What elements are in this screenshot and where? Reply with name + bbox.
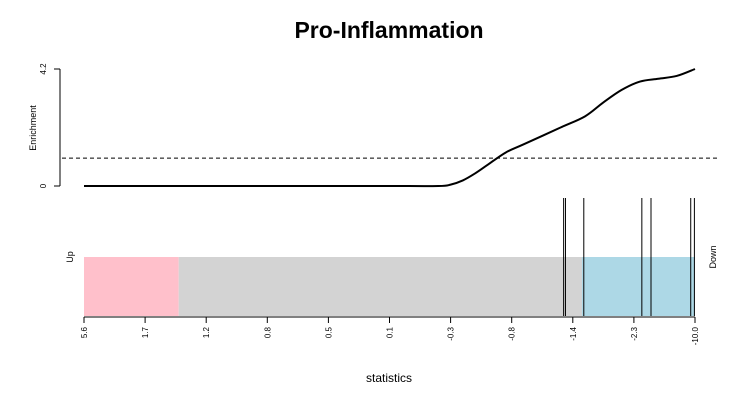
ranked-bar-segment (84, 257, 179, 316)
x-tick-label: -10.0 (691, 326, 700, 345)
y-tick-label: 0 (39, 183, 48, 188)
x-tick-label: 0.1 (386, 326, 395, 338)
x-tick-label: 5.6 (80, 326, 89, 338)
ranked-statistics-panel: Up Down 5.6 1.7 1.2 0.8 0.5 0.1 -0.3 -0.8 -1.4 -2… (65, 198, 718, 345)
x-tick-label: -0.8 (508, 326, 517, 340)
x-axis-label: statistics (366, 371, 412, 385)
down-label: Down (708, 245, 718, 268)
x-tick-label: -0.3 (447, 326, 456, 340)
chart-title: Pro-Inflammation (294, 17, 483, 43)
y-axis-ticks: 04.2 (39, 63, 60, 188)
ranked-bar-segment (581, 257, 695, 316)
y-tick-label: 4.2 (39, 63, 48, 75)
x-tick-label: 1.7 (141, 326, 150, 338)
x-tick-label: 0.8 (263, 326, 272, 338)
enrichment-panel: 04.2 Enrichment (28, 63, 720, 188)
ranked-bar (84, 257, 695, 316)
x-tick-label: -1.4 (569, 326, 578, 340)
up-label: Up (65, 251, 75, 263)
x-tick-label: -2.3 (630, 326, 639, 340)
gene-hits (563, 198, 695, 316)
x-axis-ticks: 5.6 1.7 1.2 0.8 0.5 0.1 -0.3 -0.8 -1.4 -2.3 -10.0 (80, 317, 700, 345)
ranked-bar-segment (178, 257, 582, 316)
x-tick-label: 1.2 (202, 326, 211, 338)
y-axis-label: Enrichment (28, 105, 38, 151)
x-tick-label: 0.5 (324, 326, 333, 338)
enrichment-curve (84, 68, 696, 188)
